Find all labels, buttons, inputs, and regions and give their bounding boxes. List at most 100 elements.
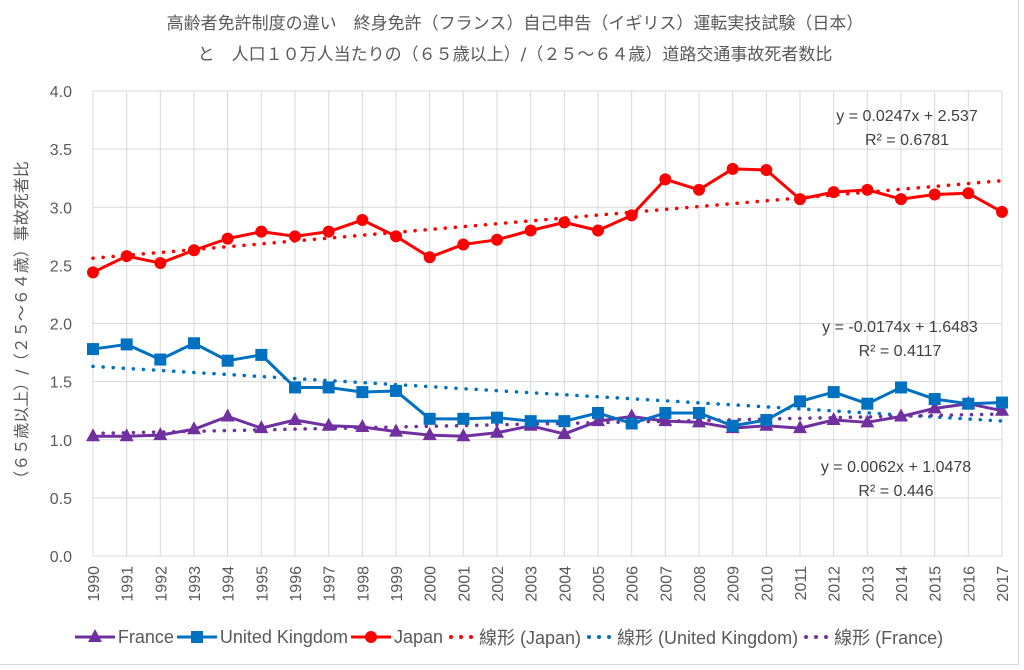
france-trend-r2: R² = 0.446 [858, 483, 933, 500]
japan-trend-equation: y = 0.0247x + 2.537 [836, 108, 978, 125]
point-united-kingdom [558, 415, 571, 428]
y-tick-label: 2.5 [50, 258, 72, 275]
point-france [490, 424, 504, 438]
point-france [220, 408, 235, 422]
point-france [894, 408, 908, 422]
x-tick-label: 2014 [894, 566, 911, 602]
point-japan [962, 187, 975, 200]
point-japan [827, 186, 840, 199]
point-france [119, 428, 134, 442]
legend-item-france-5: 線形 (France) [800, 624, 943, 650]
point-japan [255, 225, 268, 238]
point-france [153, 427, 168, 441]
x-tick-label: 2003 [524, 566, 541, 602]
series-france [86, 395, 1009, 442]
point-japan [558, 216, 571, 229]
uk-trend-r2: R² = 0.4117 [859, 343, 942, 360]
legend-item-united-kingdom-4: 線形 (United Kingdom) [583, 624, 798, 650]
point-france [86, 428, 100, 442]
trendlines [91, 178, 1004, 436]
x-tick-label: 2008 [692, 566, 709, 602]
uk-trend-equation: y = -0.0174x + 1.6483 [822, 319, 978, 336]
point-france [254, 420, 269, 434]
point-united-kingdom [625, 417, 638, 430]
point-united-kingdom [928, 393, 941, 406]
point-france [557, 425, 572, 439]
point-japan [154, 257, 167, 270]
point-united-kingdom [962, 397, 975, 410]
chart-legend: France United Kingdom Japan 線形 (Japan) 線形 (U… [0, 624, 1019, 650]
series-united-kingdom [87, 337, 1008, 432]
point-united-kingdom [861, 397, 874, 410]
point-japan [861, 183, 874, 196]
point-france [658, 413, 673, 427]
x-tick-label: 1994 [221, 566, 238, 602]
point-france [422, 427, 437, 441]
point-france [860, 414, 875, 428]
point-france [826, 411, 841, 425]
point-united-kingdom [659, 407, 672, 420]
dots-legend-icon [587, 635, 612, 639]
point-france [389, 423, 403, 437]
point-united-kingdom [996, 396, 1008, 409]
point-france [995, 402, 1009, 416]
point-japan [693, 183, 705, 196]
japan-trend-r2: R² = 0.6781 [865, 132, 949, 149]
point-france [321, 417, 336, 431]
y-axis-ticks: 0.0 0.5 1.0 1.5 2.0 2.5 3.0 3.5 4.0 [50, 84, 72, 566]
point-japan [289, 230, 301, 243]
y-axis-label: （６５歳以上）/（２５～６４歳）事故死者比 [12, 161, 31, 486]
y-tick-label: 2.0 [50, 317, 72, 334]
x-tick-label: 2015 [928, 566, 945, 602]
x-tick-label: 2004 [557, 566, 574, 602]
legend-label: France [117, 626, 174, 647]
x-tick-label: 2007 [658, 566, 675, 602]
point-france [927, 400, 942, 414]
point-japan [928, 188, 941, 201]
point-france [793, 420, 807, 434]
x-tick-label: 1997 [322, 566, 339, 602]
y-tick-label: 3.0 [50, 200, 72, 217]
point-france [591, 413, 605, 427]
y-tick-label: 1.0 [50, 433, 72, 450]
y-tick-label: 4.0 [50, 84, 72, 101]
x-tick-label: 1998 [355, 566, 372, 602]
point-united-kingdom [356, 386, 369, 399]
line-united-kingdom [92, 341, 1003, 428]
x-tick-label: 2001 [456, 566, 473, 602]
point-japan [760, 164, 773, 177]
x-tick-label: 2010 [759, 566, 776, 602]
y-tick-label: 0.0 [50, 549, 72, 566]
point-united-kingdom [726, 419, 739, 432]
y-tick-label: 1.5 [50, 375, 72, 392]
point-france [187, 421, 201, 435]
chart-title-line2: と 人口１０万人当たりの（６５歳以上）/（２５～６４歳）道路交通事故死者数比 [197, 45, 833, 65]
x-tick-label: 2005 [591, 566, 608, 602]
point-united-kingdom [760, 413, 773, 426]
point-japan [524, 224, 537, 237]
point-japan [390, 230, 402, 243]
legend-item-japan-2: Japan [350, 627, 443, 648]
legend-item-united-kingdom-1: United Kingdom [176, 627, 348, 648]
x-tick-label: 1999 [389, 566, 406, 602]
x-tick-label: 2012 [827, 566, 844, 602]
line-japan [92, 167, 1003, 274]
point-united-kingdom [491, 411, 503, 424]
gridlines [92, 90, 1003, 557]
point-japan [322, 225, 335, 238]
trendline-united-kingdom [91, 364, 1004, 423]
point-united-kingdom [524, 415, 537, 428]
triangle-legend-icon [74, 629, 115, 642]
x-tick-label: 2011 [793, 566, 810, 601]
point-united-kingdom [592, 407, 604, 420]
point-japan [659, 173, 672, 186]
series-japan [87, 162, 1008, 279]
x-tick-label: 2000 [423, 566, 440, 602]
point-japan [996, 205, 1008, 218]
point-japan [87, 266, 99, 279]
point-united-kingdom [154, 353, 167, 366]
point-united-kingdom [289, 381, 301, 394]
legend-item-japan-3: 線形 (Japan) [445, 624, 581, 650]
